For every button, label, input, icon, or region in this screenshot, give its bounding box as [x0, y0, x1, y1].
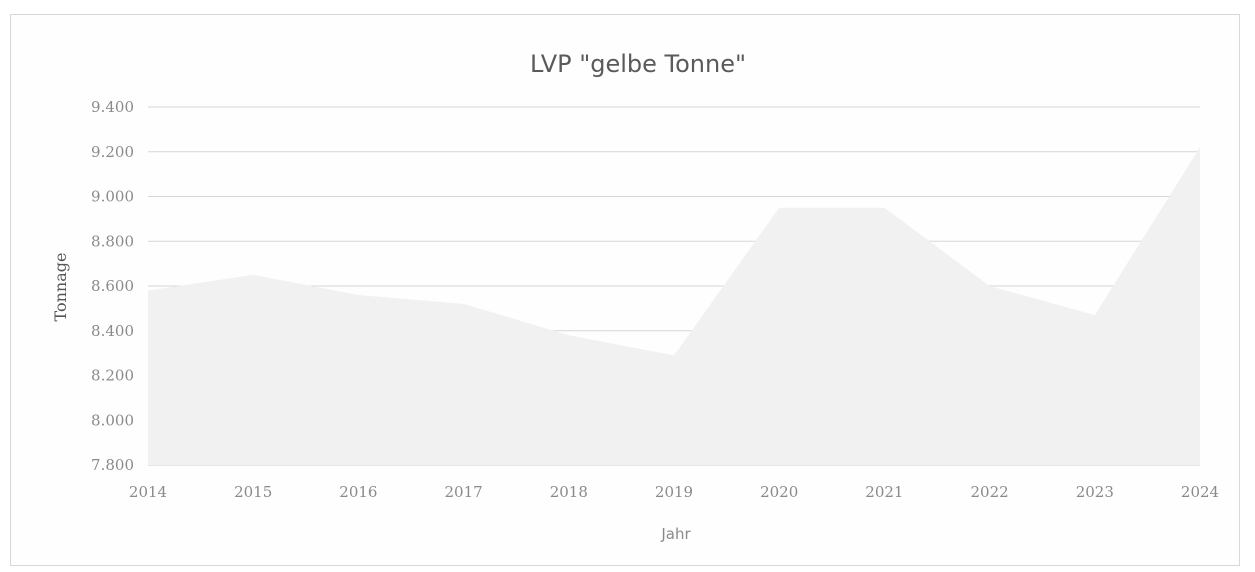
- x-axis-ticks: 2014 2015 2016 2017 2018 2019 2020 2021 2022 2023…: [129, 483, 1219, 501]
- x-tick-label: 2020: [760, 483, 798, 501]
- x-tick-label: 2015: [234, 483, 272, 501]
- x-tick-label: 2021: [865, 483, 903, 501]
- y-axis-title: Tonnage: [51, 253, 70, 322]
- x-tick-label: 2019: [655, 483, 693, 501]
- y-tick-label: 9.200: [91, 143, 134, 161]
- x-tick-label: 2016: [339, 483, 377, 501]
- y-tick-label: 8.800: [91, 232, 134, 250]
- y-tick-label: 7.800: [91, 456, 134, 474]
- area-fill: [148, 147, 1200, 465]
- area-series: [148, 147, 1200, 465]
- x-axis-title: Jahr: [660, 525, 691, 543]
- y-tick-label: 8.000: [91, 411, 134, 429]
- x-tick-label: 2022: [971, 483, 1009, 501]
- y-tick-label: 8.200: [91, 367, 134, 385]
- y-tick-label: 8.400: [91, 322, 134, 340]
- x-tick-label: 2018: [550, 483, 588, 501]
- y-tick-label: 9.400: [91, 98, 134, 116]
- x-tick-label: 2017: [445, 483, 483, 501]
- x-tick-label: 2014: [129, 483, 167, 501]
- chart-title: LVP "gelbe Tonne": [530, 50, 746, 78]
- y-tick-label: 9.000: [91, 188, 134, 206]
- y-axis-ticks: 7.800 8.000 8.200 8.400 8.600 8.800 9.000 9.200…: [91, 98, 134, 474]
- x-tick-label: 2024: [1181, 483, 1219, 501]
- y-tick-label: 8.600: [91, 277, 134, 295]
- x-tick-label: 2023: [1076, 483, 1114, 501]
